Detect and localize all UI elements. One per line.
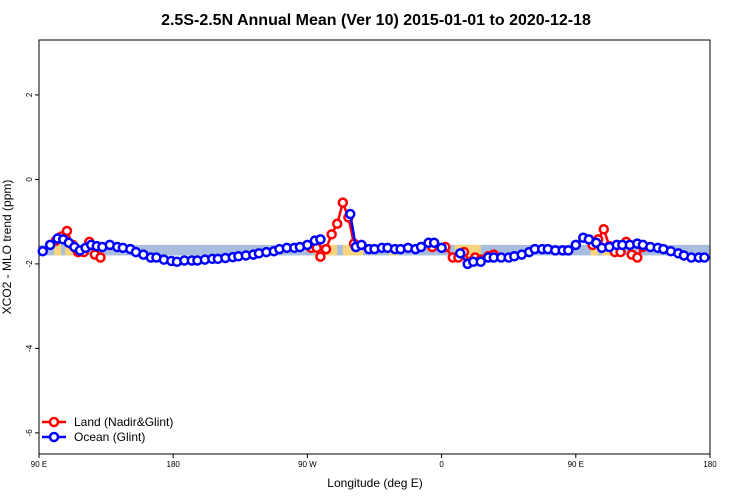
land-point-1-4 <box>326 229 337 240</box>
y-tick-label-0: 2 <box>25 92 34 97</box>
band-1 <box>53 244 62 256</box>
y-tick-label-2: -2 <box>25 260 34 268</box>
x-tick-label-3: 0 <box>439 460 444 469</box>
land-point-1-2 <box>315 251 326 262</box>
ocean-point-2-17 <box>570 239 582 251</box>
legend-marker-ocean <box>48 431 60 443</box>
land-point-1-3 <box>320 243 332 255</box>
y-axis-label: XCO2 - MLO trend (ppm) <box>0 180 14 315</box>
ocean-point-2-36 <box>699 252 710 263</box>
ocean-point-2-16 <box>563 245 574 256</box>
land-point-0-8 <box>95 252 106 263</box>
ocean-point-1-2 <box>356 239 367 251</box>
legend-marker-land <box>48 416 60 428</box>
x-axis: 90 E 180 90 W 0 90 E 180 <box>31 454 717 469</box>
y-tick-label-1: 0 <box>25 177 34 182</box>
x-tick-label-1: 180 <box>167 460 181 469</box>
ocean-point-1-11 <box>415 241 427 253</box>
x-tick-label-4: 90 E <box>568 460 584 469</box>
x-tick-label-5: 180 <box>703 460 717 469</box>
band-2 <box>65 244 73 256</box>
ocean-point-0-42 <box>315 234 326 245</box>
ocean-point-0-1 <box>44 239 56 251</box>
ocean-point-0-0 <box>37 245 48 257</box>
land-point-1-5 <box>331 218 343 230</box>
land-point-3-8 <box>632 252 643 263</box>
ocean-point-2-3 <box>475 256 486 268</box>
x-tick-label-0: 90 E <box>31 460 47 469</box>
legend: Land (Nadir&Glint) Ocean (Glint) <box>42 415 173 444</box>
legend-label-ocean: Ocean (Glint) <box>74 430 145 444</box>
y-axis: 2 0 -2 -4 -6 <box>25 92 39 436</box>
plot-series <box>37 197 710 270</box>
land-point-3-2 <box>598 224 610 235</box>
legend-label-land: Land (Nadir&Glint) <box>74 415 173 429</box>
land-point-0-2 <box>61 225 73 237</box>
y-tick-label-4: -6 <box>25 429 34 437</box>
plot-frame <box>38 39 711 455</box>
ocean-point-2-0 <box>454 248 466 259</box>
ocean-point-1-13 <box>428 237 440 249</box>
x-axis-label: Longitude (deg E) <box>327 476 422 490</box>
land-point-1-6 <box>337 197 349 208</box>
ocean-point-0-40 <box>302 239 313 251</box>
chart-title: 2.5S-2.5N Annual Mean (Ver 10) 2015-01-0… <box>161 12 591 29</box>
band-7 <box>590 244 599 256</box>
ocean-point-1-14 <box>436 242 447 254</box>
ocean-point-1-0 <box>345 208 356 220</box>
y-tick-label-3: -4 <box>25 344 34 352</box>
x-tick-label-2: 90 W <box>298 460 317 469</box>
